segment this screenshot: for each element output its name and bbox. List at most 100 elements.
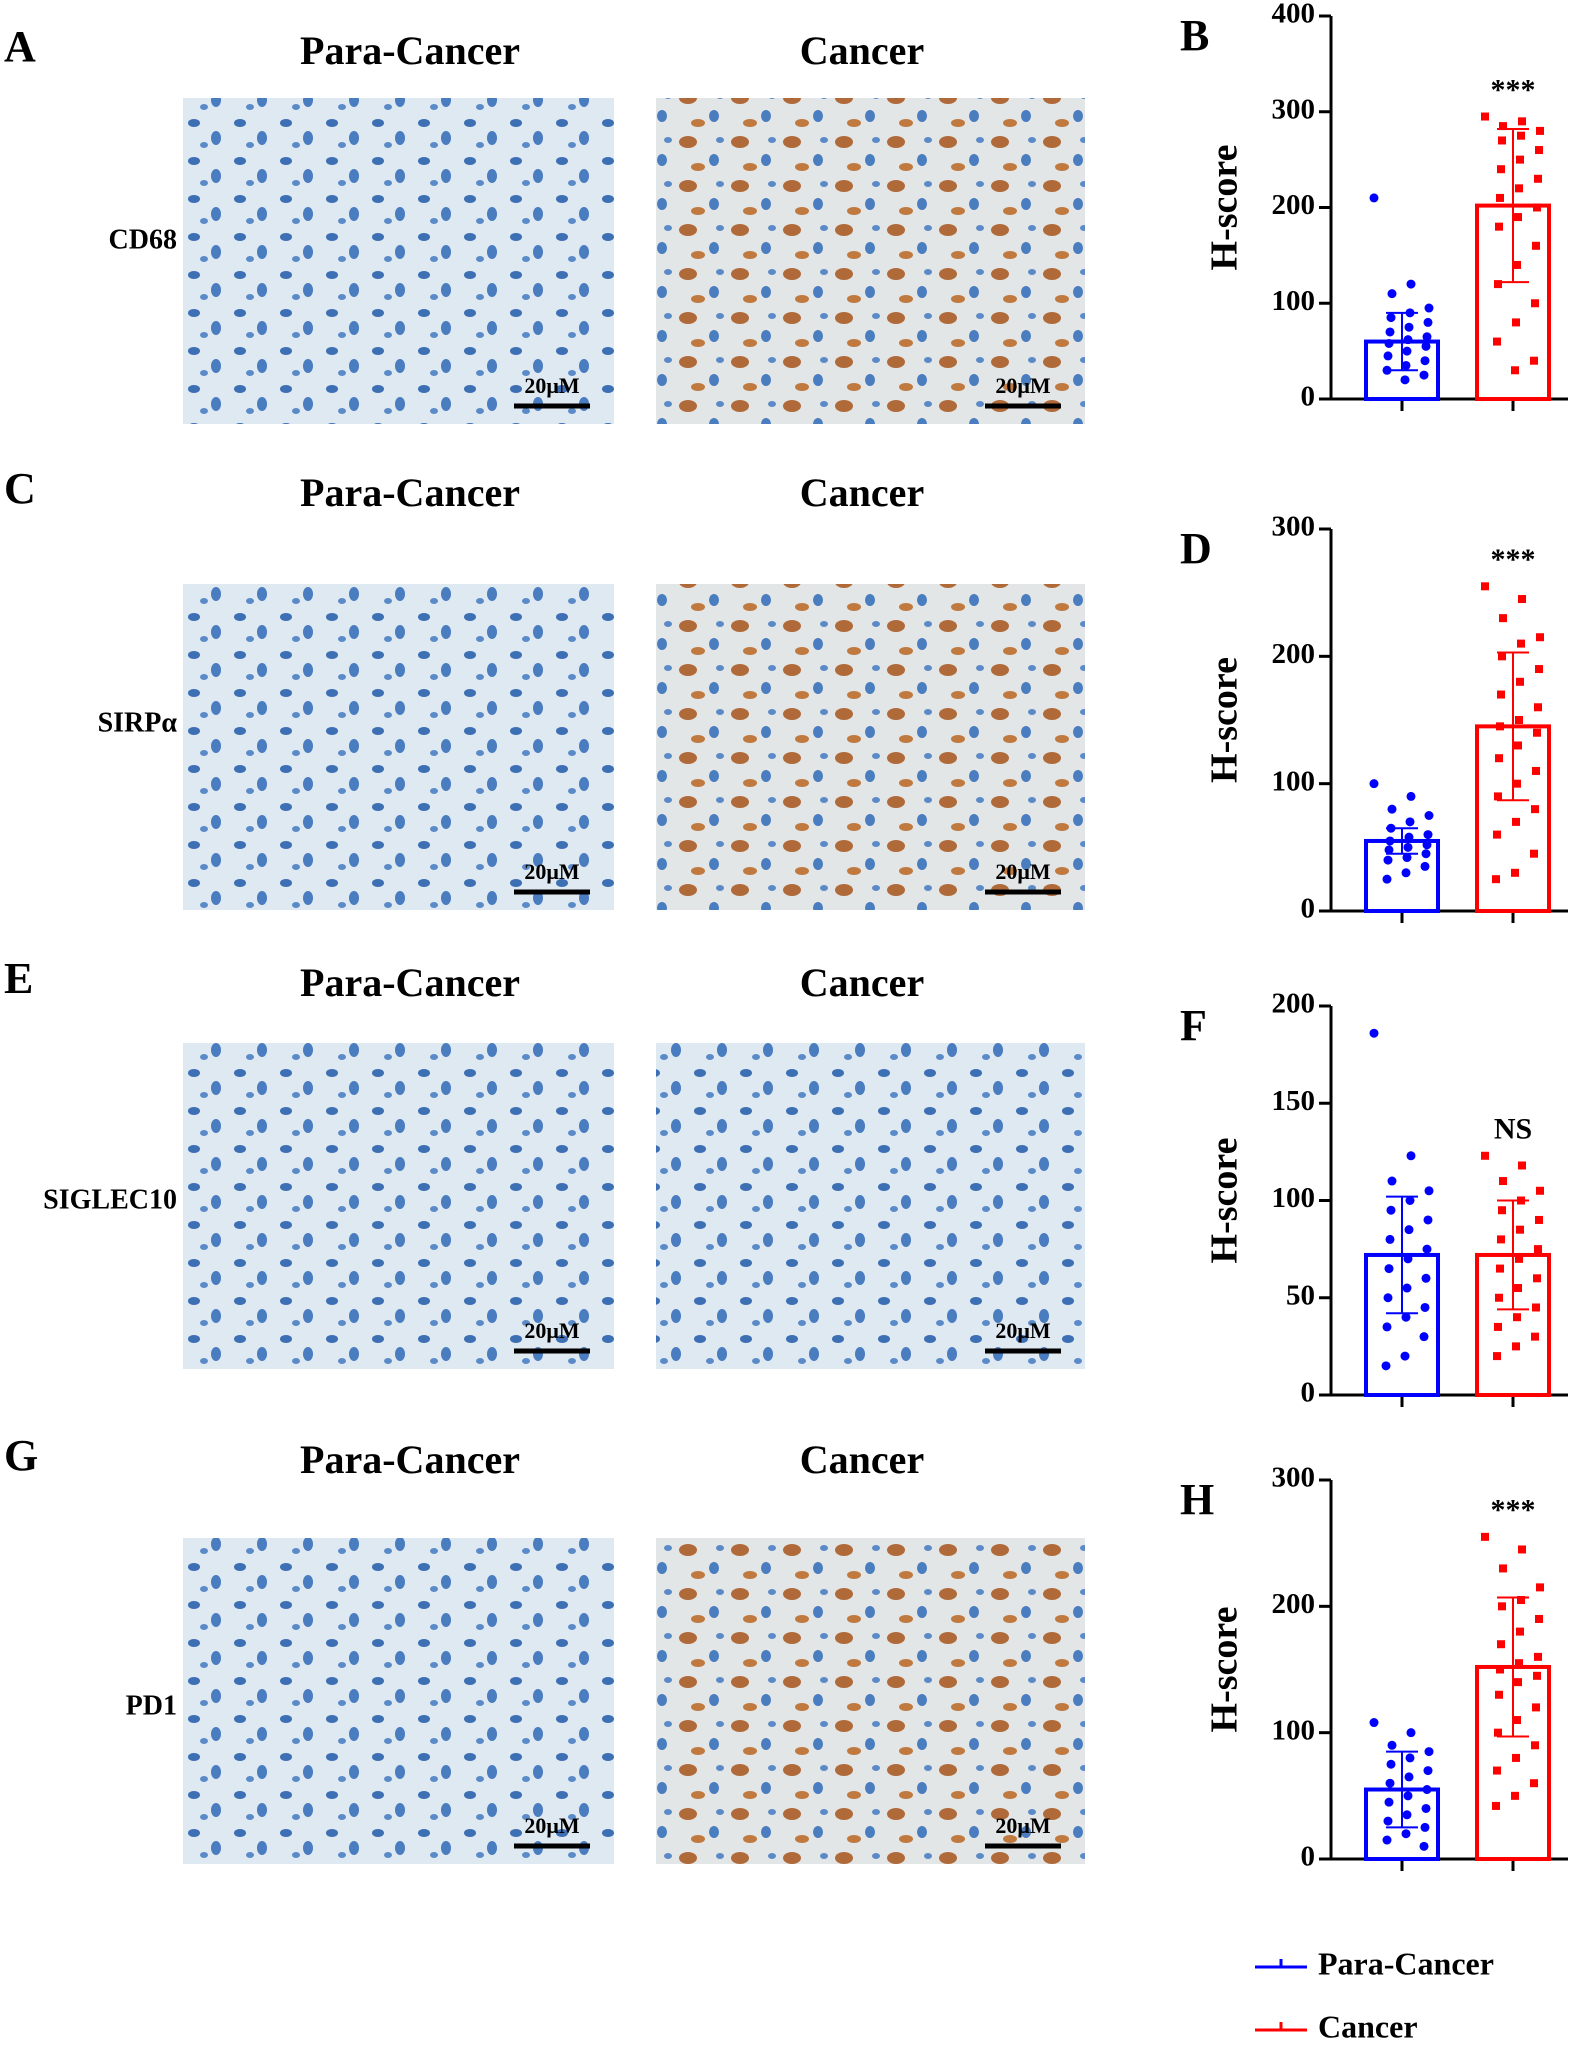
data-point <box>1481 582 1489 591</box>
data-point <box>1532 241 1540 250</box>
data-point <box>1532 1703 1540 1712</box>
data-point <box>1422 332 1432 342</box>
data-point <box>1493 1352 1501 1361</box>
data-point <box>1405 817 1415 827</box>
data-point <box>1499 122 1507 131</box>
data-point <box>1515 1254 1523 1263</box>
column-title: Para-Cancer <box>300 28 520 73</box>
data-point <box>1497 1235 1505 1244</box>
data-point <box>1387 804 1397 814</box>
panel-letter: D <box>1180 524 1212 573</box>
column-title: Cancer <box>800 470 924 515</box>
data-point <box>1516 155 1524 164</box>
data-point <box>1420 861 1430 871</box>
data-point <box>1496 722 1504 731</box>
scale-bar-label: 20μM <box>995 373 1050 398</box>
data-point <box>1495 1293 1503 1302</box>
data-point <box>1511 366 1519 375</box>
data-point <box>1493 337 1501 346</box>
data-point <box>1419 1332 1429 1342</box>
y-tick-label: 200 <box>1272 988 1316 1020</box>
data-point <box>1402 1810 1412 1820</box>
data-point <box>1424 1186 1434 1196</box>
data-point <box>1494 1728 1502 1737</box>
data-point <box>1513 1313 1521 1322</box>
y-tick-label: 200 <box>1272 189 1316 221</box>
data-point <box>1517 1596 1525 1605</box>
data-point <box>1493 830 1501 839</box>
data-point <box>1534 703 1542 712</box>
data-point <box>1369 779 1379 789</box>
data-point <box>1383 351 1393 361</box>
data-point <box>1386 313 1396 323</box>
panel-letter: C <box>4 464 36 513</box>
data-point <box>1384 1264 1394 1274</box>
data-point <box>1534 1652 1542 1661</box>
data-point <box>1511 1791 1519 1800</box>
data-point <box>1514 213 1522 222</box>
data-point <box>1533 728 1541 737</box>
data-point <box>1535 146 1543 155</box>
data-point <box>1400 375 1410 385</box>
data-point <box>1530 356 1538 365</box>
data-point <box>1497 1640 1505 1649</box>
data-point <box>1499 1564 1507 1573</box>
data-point <box>1406 279 1416 289</box>
data-point <box>1404 1225 1414 1235</box>
data-point <box>1532 1303 1540 1312</box>
scale-bar-label: 20μM <box>995 859 1050 884</box>
data-point <box>1402 346 1412 356</box>
data-point <box>1533 203 1541 212</box>
significance: *** <box>1491 73 1536 106</box>
data-point <box>1514 741 1522 750</box>
data-point <box>1518 1161 1526 1170</box>
scale-bar-label: 20μM <box>524 1318 579 1343</box>
y-tick-label: 0 <box>1301 1377 1316 1409</box>
data-point <box>1496 193 1504 202</box>
scale-bar-label: 20μM <box>995 1813 1050 1838</box>
data-point <box>1424 303 1434 313</box>
data-point <box>1369 1028 1379 1038</box>
y-tick-label: 50 <box>1286 1279 1315 1311</box>
data-point <box>1385 836 1395 846</box>
data-point <box>1512 1753 1520 1762</box>
column-title: Para-Cancer <box>300 470 520 515</box>
micrograph <box>183 98 614 424</box>
data-point <box>1387 1740 1397 1750</box>
data-point <box>1404 832 1414 842</box>
data-point <box>1405 1753 1415 1763</box>
data-point <box>1421 341 1431 351</box>
significance: *** <box>1491 543 1536 576</box>
data-point <box>1381 1361 1391 1371</box>
data-point <box>1369 193 1379 203</box>
data-point <box>1403 842 1413 852</box>
y-tick-label: 100 <box>1272 765 1316 797</box>
column-title: Para-Cancer <box>300 1437 520 1482</box>
data-point <box>1535 1215 1543 1224</box>
data-point <box>1385 1234 1395 1244</box>
data-point <box>1499 614 1507 623</box>
data-point <box>1481 112 1489 121</box>
micrograph <box>183 584 614 910</box>
data-point <box>1384 845 1394 855</box>
data-point <box>1401 1312 1411 1322</box>
data-point <box>1512 817 1520 826</box>
y-axis-label: H-score <box>1204 657 1246 783</box>
data-point <box>1513 779 1521 788</box>
data-point <box>1420 356 1430 366</box>
data-point <box>1531 1741 1539 1750</box>
data-point <box>1405 1196 1415 1205</box>
data-point <box>1495 1690 1503 1699</box>
data-point <box>1481 1151 1489 1160</box>
data-point <box>1497 165 1505 174</box>
significance: NS <box>1494 1113 1532 1146</box>
scale-bar-label: 20μM <box>524 859 579 884</box>
scale-bar-label: 20μM <box>995 1318 1050 1343</box>
data-point <box>1422 1785 1432 1795</box>
data-point <box>1403 335 1413 345</box>
data-point <box>1514 1678 1522 1687</box>
data-point <box>1518 117 1526 126</box>
data-point <box>1403 1791 1413 1801</box>
micrograph <box>183 1538 614 1864</box>
y-tick-label: 400 <box>1272 0 1316 30</box>
